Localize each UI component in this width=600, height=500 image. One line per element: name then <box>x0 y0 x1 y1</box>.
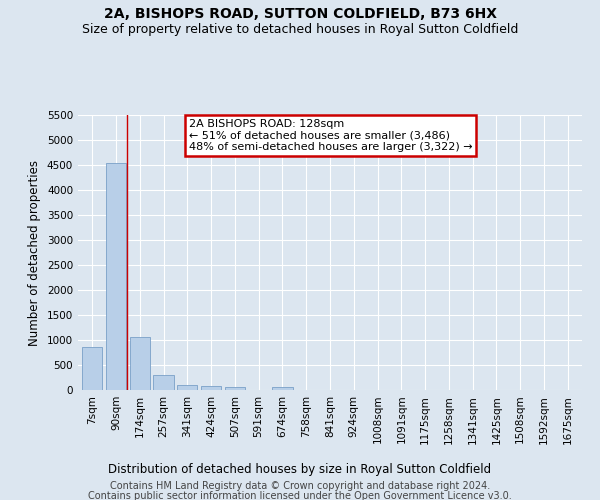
Text: Contains HM Land Registry data © Crown copyright and database right 2024.: Contains HM Land Registry data © Crown c… <box>110 481 490 491</box>
Bar <box>154 375 173 390</box>
Bar <box>201 386 221 390</box>
Bar <box>82 346 103 390</box>
Text: 2A BISHOPS ROAD: 128sqm
← 51% of detached houses are smaller (3,486)
48% of semi: 2A BISHOPS ROAD: 128sqm ← 51% of detache… <box>189 119 473 152</box>
Text: Size of property relative to detached houses in Royal Sutton Coldfield: Size of property relative to detached ho… <box>82 22 518 36</box>
Text: 2A, BISHOPS ROAD, SUTTON COLDFIELD, B73 6HX: 2A, BISHOPS ROAD, SUTTON COLDFIELD, B73 … <box>104 8 497 22</box>
Bar <box>225 386 245 390</box>
Bar <box>272 386 293 390</box>
Bar <box>130 336 150 390</box>
Bar <box>106 162 126 390</box>
Text: Distribution of detached houses by size in Royal Sutton Coldfield: Distribution of detached houses by size … <box>109 462 491 475</box>
Text: Contains public sector information licensed under the Open Government Licence v3: Contains public sector information licen… <box>88 491 512 500</box>
Bar <box>177 385 197 390</box>
Y-axis label: Number of detached properties: Number of detached properties <box>28 160 41 346</box>
